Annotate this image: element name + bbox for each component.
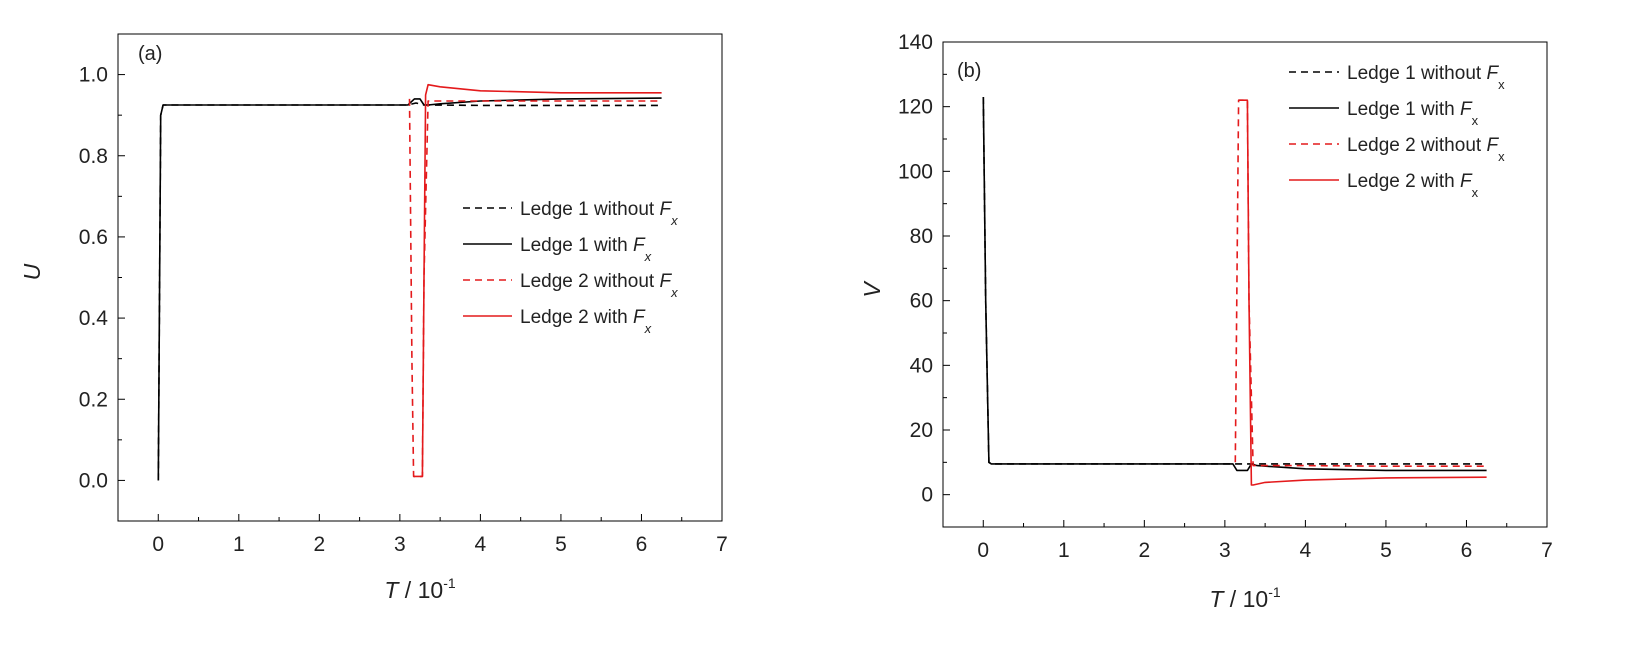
y-axis-title: V <box>859 280 885 298</box>
y-tick-label: 40 <box>910 354 933 377</box>
x-tick-label: 0 <box>152 533 164 556</box>
panel-label: (a) <box>138 43 162 65</box>
x-axis-title: T / 10-1 <box>1209 584 1280 612</box>
y-tick-label: 0.2 <box>79 388 108 411</box>
plot-frame <box>942 41 1548 528</box>
legend-symbol: F <box>1460 99 1473 120</box>
legend-entry: Ledge 2 with Fx <box>1347 171 1479 200</box>
x-tick-label: 5 <box>1380 539 1392 562</box>
y-tick-label: 100 <box>898 160 933 183</box>
series-line-4 <box>413 83 662 478</box>
chart-panel-a: 0 1 2 3 4 5 6 7 0.0 0.2 0.4 0.6 0.8 1.0 Ledge 1 withou… <box>19 33 728 603</box>
legend-subscript: x <box>670 285 678 300</box>
legend-text: Ledge 1 with <box>520 235 633 256</box>
x-axis-var: T <box>384 577 400 603</box>
legend-symbol: F <box>659 199 672 220</box>
y-tick-label: 20 <box>910 419 933 442</box>
y-tick-label: 0.0 <box>79 469 108 492</box>
y-tick-label: 80 <box>910 225 933 248</box>
x-tick-label: 1 <box>233 533 245 556</box>
legend-symbol: F <box>1460 171 1473 192</box>
panel-label: (b) <box>957 60 981 82</box>
y-tick-label: 60 <box>910 290 933 313</box>
x-tick-label: 2 <box>1138 539 1150 562</box>
legend-subscript: x <box>1472 113 1479 128</box>
x-tick-label: 0 <box>977 539 989 562</box>
chart-panel-b: 0 1 2 3 4 5 6 7 0 20 40 60 80 100 120 140 Ledge 1 withou… <box>859 31 1553 612</box>
legend-symbol: F <box>1486 135 1499 156</box>
series-line-1 <box>157 102 662 481</box>
x-tick-label: 4 <box>475 533 487 556</box>
x-axis-title: T / 10-1 <box>384 575 455 603</box>
x-tick-label: 4 <box>1300 539 1312 562</box>
series-line-1 <box>982 96 1487 465</box>
y-tick-label: 0.8 <box>79 145 108 168</box>
legend-entry: Ledge 2 without Fx <box>1347 135 1505 164</box>
legend-entry: Ledge 1 without Fx <box>1347 63 1505 92</box>
y-tick-label: 1.0 <box>79 64 108 87</box>
legend-text: Ledge 2 with <box>520 307 633 328</box>
y-tick-label: 0 <box>921 484 933 507</box>
x-tick-label: 5 <box>555 533 567 556</box>
legend-subscript: x <box>1498 149 1505 164</box>
x-axis-exp: -1 <box>1268 584 1281 600</box>
x-axis-var: T <box>1209 586 1225 612</box>
legend-subscript: x <box>670 213 678 228</box>
x-tick-label: 2 <box>313 533 325 556</box>
x-axis-unit: / 10 <box>398 577 443 603</box>
series-group <box>982 96 1487 486</box>
x-tick-label: 3 <box>394 533 406 556</box>
legend-text: Ledge 1 without <box>520 199 659 220</box>
y-tick-label: 140 <box>898 31 933 54</box>
legend-subscript: x <box>644 249 652 264</box>
legend-symbol: F <box>633 235 646 256</box>
legend-entry: Ledge 1 without Fx <box>520 199 678 228</box>
series-group <box>157 83 662 481</box>
legend-subscript: x <box>1498 77 1505 92</box>
legend-text: Ledge 2 without <box>520 271 659 292</box>
legend-symbol: F <box>633 307 646 328</box>
legend-entry: Ledge 2 with Fx <box>520 307 652 336</box>
x-tick-label: 3 <box>1219 539 1231 562</box>
x-tick-label: 7 <box>716 533 728 556</box>
series-line-3 <box>408 98 662 478</box>
legend-subscript: x <box>1472 185 1479 200</box>
x-axis-unit: / 10 <box>1223 586 1268 612</box>
y-axis-title: U <box>19 263 45 280</box>
legend-text: Ledge 2 without <box>1347 135 1486 156</box>
y-tick-label: 0.4 <box>79 307 109 330</box>
x-tick-label: 1 <box>1058 539 1070 562</box>
y-tick-label: 120 <box>898 96 933 119</box>
legend-text: Ledge 1 without <box>1347 63 1486 84</box>
series-line-2 <box>982 96 1487 472</box>
legend-symbol: F <box>1486 63 1499 84</box>
legend-entry: Ledge 1 with Fx <box>1347 99 1479 128</box>
x-tick-label: 7 <box>1541 539 1553 562</box>
legend-entry: Ledge 2 without Fx <box>520 271 678 300</box>
legend-symbol: F <box>659 271 672 292</box>
series-line-2 <box>157 97 662 481</box>
x-tick-label: 6 <box>636 533 648 556</box>
x-tick-label: 6 <box>1461 539 1473 562</box>
legend-entry: Ledge 1 with Fx <box>520 235 652 264</box>
y-tick-label: 0.6 <box>79 226 108 249</box>
x-axis-exp: -1 <box>443 575 456 591</box>
legend-text: Ledge 1 with <box>1347 99 1460 120</box>
legend-text: Ledge 2 with <box>1347 171 1460 192</box>
legend-subscript: x <box>644 321 652 336</box>
series-line-4 <box>1238 99 1487 486</box>
